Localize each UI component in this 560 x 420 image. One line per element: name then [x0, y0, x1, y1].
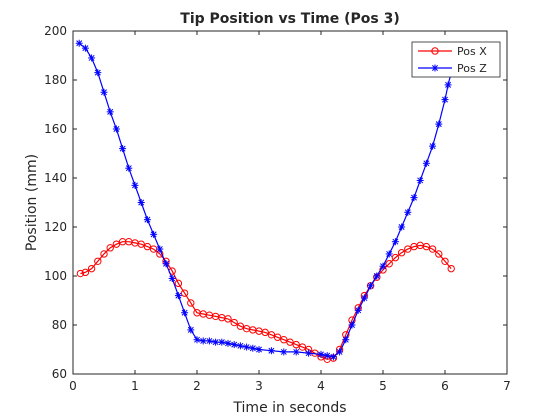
- x-tick-label: 7: [503, 379, 511, 393]
- y-tick-label: 100: [44, 269, 67, 283]
- legend-marker: [432, 65, 439, 72]
- x-axis-label: Time in seconds: [232, 400, 346, 416]
- data-point-pos-z: [318, 351, 325, 358]
- data-point-pos-z: [194, 336, 201, 343]
- data-point-pos-z: [445, 81, 452, 88]
- x-tick-label: 2: [193, 379, 201, 393]
- data-point-pos-z: [386, 250, 393, 257]
- y-tick-label: 120: [44, 220, 67, 234]
- data-point-pos-z: [349, 322, 356, 329]
- y-tick-label: 60: [52, 367, 67, 381]
- data-point-pos-z: [423, 160, 430, 167]
- data-point-pos-z: [231, 341, 238, 348]
- data-point-pos-z: [88, 54, 95, 61]
- data-point-pos-z: [119, 145, 126, 152]
- data-point-pos-z: [125, 165, 132, 172]
- data-point-pos-z: [94, 69, 101, 76]
- data-point-pos-z: [138, 199, 145, 206]
- data-point-pos-z: [256, 346, 263, 353]
- data-point-pos-z: [156, 246, 163, 253]
- data-point-pos-z: [392, 238, 399, 245]
- data-point-pos-z: [163, 260, 170, 267]
- data-point-pos-z: [175, 292, 182, 299]
- data-point-pos-z: [355, 307, 362, 314]
- data-point-pos-z: [342, 336, 349, 343]
- data-point-pos-z: [144, 216, 151, 223]
- data-point-pos-z: [181, 309, 188, 316]
- y-tick-label: 140: [44, 171, 67, 185]
- data-point-pos-z: [225, 340, 232, 347]
- x-tick-label: 6: [441, 379, 449, 393]
- data-point-pos-z: [237, 342, 244, 349]
- chart-title: Tip Position vs Time (Pos 3): [180, 11, 399, 27]
- y-tick-label: 160: [44, 122, 67, 136]
- y-tick-label: 180: [44, 73, 67, 87]
- x-tick-label: 4: [317, 379, 325, 393]
- data-point-pos-z: [336, 348, 343, 355]
- data-point-pos-z: [442, 96, 449, 103]
- data-point-pos-z: [373, 273, 380, 280]
- legend-label: Pos X: [457, 45, 487, 58]
- data-point-pos-z: [243, 344, 250, 351]
- data-point-pos-z: [101, 89, 108, 96]
- data-point-pos-z: [435, 121, 442, 128]
- data-point-pos-z: [132, 182, 139, 189]
- legend: Pos X Pos Z: [412, 42, 500, 77]
- data-point-pos-z: [187, 326, 194, 333]
- y-tick-label: 80: [52, 318, 67, 332]
- data-point-pos-z: [268, 347, 275, 354]
- data-point-pos-z: [398, 224, 405, 231]
- data-point-pos-z: [169, 275, 176, 282]
- x-tick-label: 3: [255, 379, 263, 393]
- data-point-pos-z: [429, 143, 436, 150]
- data-point-pos-z: [113, 126, 120, 133]
- data-point-pos-z: [280, 348, 287, 355]
- data-point-pos-z: [330, 353, 337, 360]
- x-tick-label: 0: [69, 379, 77, 393]
- data-point-pos-z: [212, 339, 219, 346]
- data-point-pos-z: [305, 350, 312, 357]
- data-point-pos-z: [206, 337, 213, 344]
- data-point-pos-z: [107, 108, 114, 115]
- legend-label: Pos Z: [457, 62, 487, 75]
- data-point-pos-z: [367, 282, 374, 289]
- legend-box: [412, 42, 500, 77]
- data-point-pos-z: [218, 339, 225, 346]
- data-point-pos-z: [82, 45, 89, 52]
- data-point-pos-z: [76, 40, 83, 47]
- y-tick-label: 200: [44, 24, 67, 38]
- data-point-pos-z: [380, 263, 387, 270]
- data-point-pos-z: [150, 231, 157, 238]
- data-point-pos-z: [293, 348, 300, 355]
- x-tick-label: 1: [131, 379, 139, 393]
- data-point-pos-z: [361, 295, 368, 302]
- y-axis-label: Position (mm): [24, 154, 40, 251]
- data-point-pos-z: [249, 345, 256, 352]
- data-point-pos-z: [324, 352, 331, 359]
- x-tick-label: 5: [379, 379, 387, 393]
- data-point-pos-z: [417, 177, 424, 184]
- data-point-pos-z: [200, 337, 207, 344]
- data-point-pos-z: [404, 209, 411, 216]
- data-point-pos-z: [411, 194, 418, 201]
